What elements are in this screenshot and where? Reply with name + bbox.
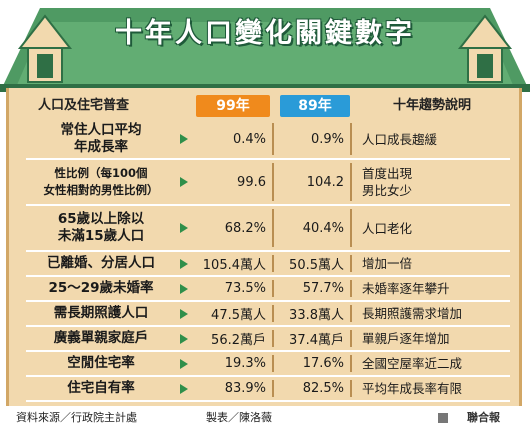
trend-note: 首度出現 男比女少 (352, 165, 502, 199)
divider (350, 330, 352, 347)
arrow-icon (176, 378, 192, 400)
trend-line: 人口成長趨緩 (362, 131, 438, 147)
value-89: 57.7% (302, 281, 344, 296)
table-row: 已離婚、分居人口 105.4萬人 50.5萬人 增加一倍 (26, 252, 510, 277)
trend-line: 人口老化 (362, 220, 413, 236)
house-body (6, 88, 522, 406)
row-label-line: 未滿15歲人口 (57, 228, 145, 244)
row-label-line: 年成長率 (74, 139, 128, 155)
brand-square-icon (438, 413, 448, 423)
value-99: 99.6 (237, 174, 266, 190)
value-89: 104.2 (306, 174, 344, 190)
divider (272, 330, 274, 347)
header-trend: 十年趨勢說明 (392, 98, 471, 113)
table-row: 性比例（每100個 女性相對的男性比例） 99.6 104.2 首度出現 男比女… (26, 160, 510, 206)
arrow-icon (176, 171, 192, 193)
table-row: 空閒住宅率 19.3% 17.6% 全國空屋率近二成 (26, 352, 510, 377)
footer: 資料來源／行政院主計處 製表／陳洛薇 聯合報 (6, 408, 522, 428)
row-label: 已離婚、分居人口 (47, 255, 155, 271)
trend-note: 全國空屋率近二成 (362, 356, 463, 371)
trend-note: 平均年成長率有限 (362, 381, 463, 396)
row-label: 常住人口平均 年成長率 (26, 122, 176, 156)
arrow-icon (176, 328, 192, 350)
row-label-line: 性比例（每100個 (54, 166, 148, 180)
chart-title: 十年人口變化關鍵數字 (115, 18, 415, 49)
trend-note: 人口老化 (352, 220, 502, 237)
source-credit: 資料來源／行政院主計處 (16, 411, 137, 424)
row-label-line: 常住人口平均 (60, 122, 142, 138)
value-89: 0.9% (310, 131, 344, 147)
row-label: 廣義單親家庭戶 (53, 330, 149, 346)
table-row: 25～29歲未婚率 73.5% 57.7% 未婚率逐年攀升 (26, 277, 510, 302)
table-row: 廣義單親家庭戶 56.2萬戶 37.4萬戶 單親戶逐年增加 (26, 327, 510, 352)
value-89: 37.4萬戶 (289, 333, 344, 348)
value-99: 0.4% (232, 131, 266, 147)
table-row: 住宅自有率 83.9% 82.5% 平均年成長率有限 (26, 377, 510, 402)
divider (350, 280, 352, 297)
value-99: 105.4萬人 (202, 258, 266, 273)
table-row: 常住人口平均 年成長率 0.4% 0.9% 人口成長趨緩 (26, 120, 510, 160)
trend-line: 男比女少 (362, 183, 413, 198)
row-label-line: 65歲以上除以 (57, 211, 145, 227)
value-99: 83.9% (224, 381, 266, 396)
arrow-icon (176, 253, 192, 275)
trend-note: 單親戶逐年增加 (362, 331, 450, 346)
divider (350, 209, 352, 247)
author-credit: 製表／陳洛薇 (206, 411, 272, 424)
divider (272, 123, 274, 155)
trend-note: 人口成長趨緩 (352, 131, 502, 148)
value-89: 33.8萬人 (289, 308, 344, 323)
value-89: 40.4% (302, 220, 344, 236)
divider (272, 355, 274, 372)
arrow-icon (176, 353, 192, 375)
row-label: 25～29歲未婚率 (48, 280, 154, 296)
trend-note: 長期照護需求增加 (362, 306, 463, 321)
table-row: 需長期照護人口 47.5萬人 33.8萬人 長期照護需求增加 (26, 302, 510, 327)
table-row: 65歲以上除以 未滿15歲人口 68.2% 40.4% 人口老化 (26, 206, 510, 252)
value-89: 50.5萬人 (289, 258, 344, 273)
row-label-line: 女性相對的男性比例） (43, 183, 159, 197)
divider (350, 305, 352, 322)
house-roof (0, 8, 530, 92)
row-label: 空閒住宅率 (67, 355, 135, 371)
row-label: 需長期照護人口 (53, 305, 149, 321)
value-99: 73.5% (224, 281, 266, 296)
left-window-icon (17, 14, 73, 83)
value-89: 17.6% (302, 356, 344, 371)
right-window-icon (457, 14, 513, 83)
row-label: 65歲以上除以 未滿15歲人口 (26, 211, 176, 245)
divider (350, 123, 352, 155)
header-year-99: 99年 (196, 95, 270, 117)
publisher-credit: 聯合報 (467, 411, 500, 424)
row-label: 住宅自有率 (67, 380, 135, 396)
divider (272, 209, 274, 247)
divider (272, 280, 274, 297)
header-year-89: 89年 (280, 95, 350, 117)
arrow-icon (176, 278, 192, 300)
divider (272, 305, 274, 322)
value-99: 68.2% (224, 220, 266, 236)
table-body: 常住人口平均 年成長率 0.4% 0.9% 人口成長趨緩 性比例（每100個 女… (26, 120, 510, 402)
arrow-icon (176, 217, 192, 239)
divider (350, 355, 352, 372)
divider (272, 380, 274, 397)
divider (350, 163, 352, 201)
arrow-icon (176, 303, 192, 325)
value-99: 56.2萬戶 (211, 333, 266, 348)
arrow-icon (176, 128, 192, 150)
header-category: 人口及住宅普查 (38, 98, 130, 113)
value-89: 82.5% (302, 381, 344, 396)
row-label: 性比例（每100個 女性相對的男性比例） (26, 165, 176, 199)
value-99: 19.3% (224, 356, 266, 371)
divider (350, 255, 352, 272)
divider (272, 163, 274, 201)
roof-inner (14, 22, 516, 92)
trend-note: 未婚率逐年攀升 (362, 281, 450, 296)
value-99: 47.5萬人 (211, 308, 266, 323)
trend-line: 首度出現 (362, 166, 413, 181)
divider (350, 380, 352, 397)
trend-note: 增加一倍 (362, 256, 413, 271)
divider (272, 255, 274, 272)
